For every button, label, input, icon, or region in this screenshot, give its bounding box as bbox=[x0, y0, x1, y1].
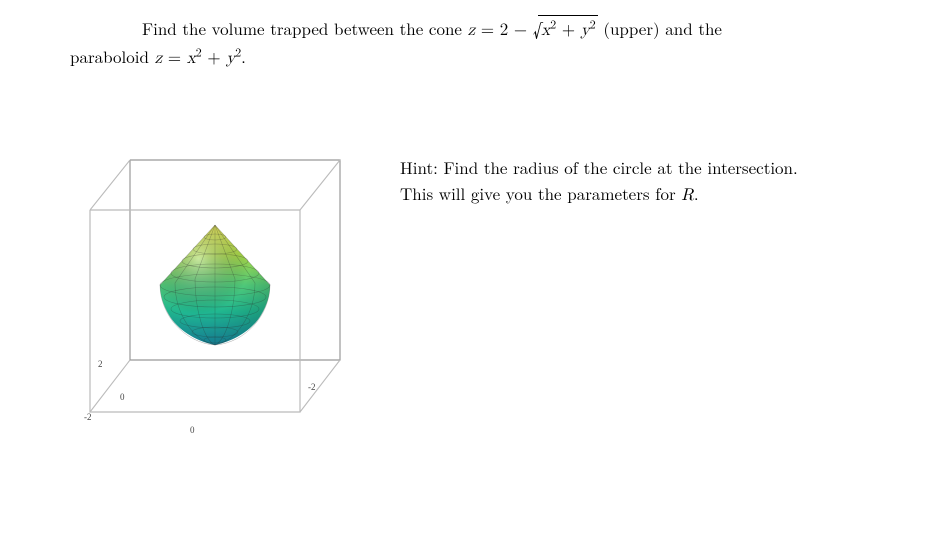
tick-neg2-x: -2 bbox=[308, 382, 316, 392]
parab-y: y bbox=[226, 50, 235, 67]
cube-wireframe: -2 0 2 0 -2 bbox=[60, 140, 370, 450]
parab-period: . bbox=[241, 44, 246, 68]
sqrt-x: x bbox=[541, 22, 550, 39]
tick-2-a: 2 bbox=[98, 359, 103, 369]
intro-text: Find the volume trapped between the cone bbox=[142, 16, 468, 40]
figure-3d: -2 0 2 0 -2 bbox=[60, 140, 370, 450]
parab-eq: = bbox=[162, 44, 187, 68]
parab-plus: + bbox=[202, 44, 227, 68]
hint-period: . bbox=[694, 181, 699, 205]
cone-eq: = 2 − bbox=[475, 16, 533, 40]
tick-0-x: 0 bbox=[190, 425, 195, 435]
tick-neg2-y: -2 bbox=[84, 412, 92, 422]
upper-text: (upper) and the bbox=[598, 16, 722, 40]
sqrt-plus: + bbox=[556, 16, 581, 40]
hint-body2: This will give you the parameters for bbox=[400, 181, 681, 205]
hint-label: Hint: bbox=[400, 155, 438, 179]
sqrt-y: y bbox=[581, 22, 590, 39]
line2a: paraboloid bbox=[70, 44, 155, 68]
sqrt-expression: √x2 + y2 bbox=[533, 14, 598, 44]
parab-x: x bbox=[187, 50, 196, 67]
problem-statement: Find the volume trapped between the cone… bbox=[70, 14, 920, 72]
hint-var-R: R bbox=[681, 187, 694, 204]
hint-block: Hint: Find the radius of the circle at t… bbox=[400, 155, 920, 208]
tick-0-a: 0 bbox=[120, 392, 125, 402]
hint-body1: Find the radius of the circle at the int… bbox=[438, 155, 798, 179]
